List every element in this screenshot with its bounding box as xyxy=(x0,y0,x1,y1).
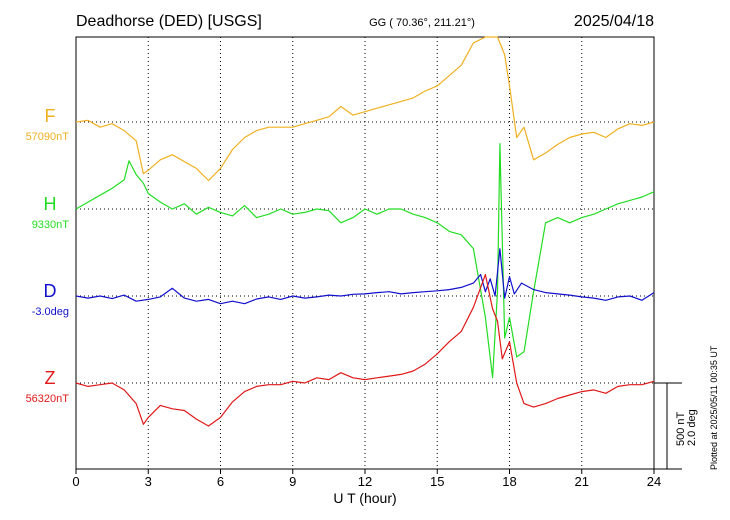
plotted-timestamp: Plotted at 2025/05/11 00:35 UT xyxy=(709,345,719,470)
x-tick-label: 18 xyxy=(502,474,516,489)
x-tick-label: 21 xyxy=(575,474,589,489)
baseline-label-h: 9330nT xyxy=(32,219,70,231)
grid-lines xyxy=(147,37,583,469)
baseline-label-d: -3.0deg xyxy=(32,306,69,318)
x-tick-label: 24 xyxy=(647,474,661,489)
series-line-h xyxy=(75,143,655,379)
series-line-d xyxy=(75,248,655,305)
x-tick-label: 15 xyxy=(430,474,444,489)
x-tick-label: 0 xyxy=(72,474,79,489)
date-label: 2025/04/18 xyxy=(574,13,654,30)
scale-deg-label: 2.0 deg xyxy=(686,409,698,446)
x-tick-label: 9 xyxy=(289,474,296,489)
scale-bar xyxy=(654,382,682,470)
x-axis-ticks: 0 3 6 9 12 15 18 21 24 xyxy=(72,469,661,489)
series-label-d: D xyxy=(44,281,57,301)
station-title: Deadhorse (DED) [USGS] xyxy=(76,13,262,30)
series-label-z: Z xyxy=(45,368,56,388)
baseline-label-f: 57090nT xyxy=(26,131,70,143)
scale-nt-label: 500 nT xyxy=(675,411,687,446)
x-tick-label: 6 xyxy=(217,474,224,489)
x-tick-label: 3 xyxy=(145,474,152,489)
x-tick-label: 12 xyxy=(358,474,372,489)
series-line-f xyxy=(75,36,655,182)
series-line-z xyxy=(75,274,655,427)
baseline-label-z: 56320nT xyxy=(26,393,70,405)
series-label-f: F xyxy=(45,106,56,126)
coordinates-label: GG ( 70.36°, 211.21°) xyxy=(369,17,475,29)
x-axis-title: U T (hour) xyxy=(333,490,396,506)
series-label-h: H xyxy=(44,194,57,214)
series-lines xyxy=(75,36,655,427)
